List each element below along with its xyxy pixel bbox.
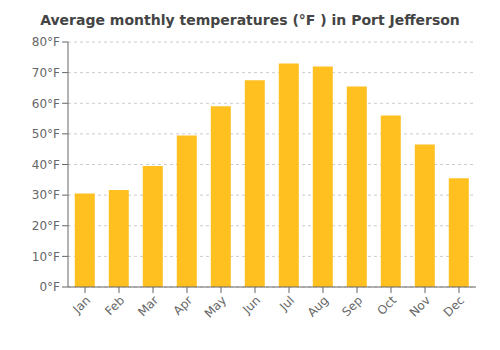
svg-text:10°F: 10°F [32, 250, 60, 264]
svg-text:Nov: Nov [407, 293, 433, 319]
svg-text:Sep: Sep [339, 293, 365, 319]
svg-text:Apr: Apr [171, 293, 196, 318]
svg-text:Aug: Aug [305, 293, 331, 319]
svg-text:60°F: 60°F [32, 97, 60, 111]
svg-text:80°F: 80°F [32, 35, 60, 49]
svg-text:Oct: Oct [375, 293, 400, 318]
svg-text:50°F: 50°F [32, 127, 60, 141]
svg-text:20°F: 20°F [32, 219, 60, 233]
svg-text:Mar: Mar [135, 293, 161, 319]
svg-text:70°F: 70°F [32, 66, 60, 80]
svg-text:Dec: Dec [441, 293, 467, 319]
svg-text:30°F: 30°F [32, 188, 60, 202]
svg-text:Jan: Jan [69, 293, 93, 317]
svg-text:Jun: Jun [239, 293, 263, 317]
html-text:Average monthly temperatures (: Average monthly temperatures (°F ) in Po… [40, 12, 460, 28]
svg-text:Feb: Feb [102, 293, 127, 318]
svg-text:40°F: 40°F [32, 158, 60, 172]
svg-text:Jul: Jul [276, 293, 297, 314]
svg-text:0°F: 0°F [39, 280, 60, 294]
svg-text:May: May [202, 293, 229, 320]
